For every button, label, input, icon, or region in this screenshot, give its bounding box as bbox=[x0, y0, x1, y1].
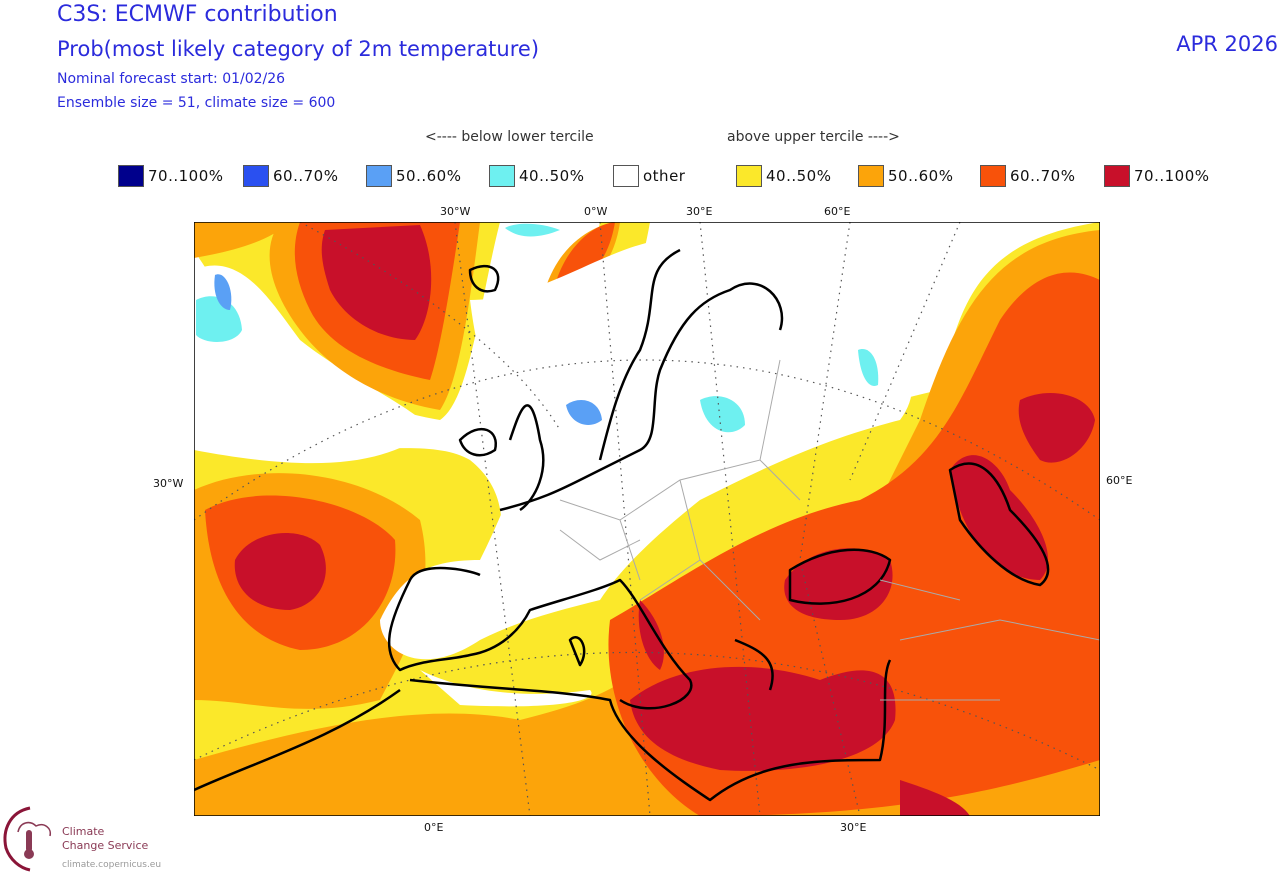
legend-swatch bbox=[980, 165, 1006, 187]
thermometer-cloud-icon bbox=[3, 806, 52, 872]
axis-label-top: 60°E bbox=[824, 205, 851, 218]
legend-item: 70..100% bbox=[118, 165, 224, 187]
legend-item: 60..70% bbox=[243, 165, 338, 187]
axis-label-top: 30°W bbox=[440, 205, 471, 218]
legend-label: 40..50% bbox=[766, 167, 832, 185]
legend-item: 50..60% bbox=[858, 165, 953, 187]
above-tercile-caption: above upper tercile ----> bbox=[727, 129, 900, 145]
legend-label: other bbox=[643, 167, 686, 185]
legend-label: 70..100% bbox=[1134, 167, 1210, 185]
legend-swatch bbox=[489, 165, 515, 187]
legend-label: 40..50% bbox=[519, 167, 585, 185]
legend-swatch bbox=[1104, 165, 1130, 187]
copernicus-logo: Climate Change Service climate.copernicu… bbox=[0, 800, 200, 872]
axis-label-top: 0°W bbox=[584, 205, 608, 218]
legend-swatch bbox=[243, 165, 269, 187]
forecast-start: Nominal forecast start: 01/02/26 bbox=[57, 71, 286, 87]
legend-label: 50..60% bbox=[888, 167, 954, 185]
legend-item: 60..70% bbox=[980, 165, 1075, 187]
axis-label-right: 60°E bbox=[1106, 474, 1133, 487]
legend-swatch bbox=[736, 165, 762, 187]
legend-item: other bbox=[613, 165, 685, 187]
coastline-europe bbox=[194, 566, 892, 802]
legend-item: 50..60% bbox=[366, 165, 461, 187]
legend-swatch bbox=[613, 165, 639, 187]
valid-month: APR 2026 bbox=[1176, 32, 1278, 56]
legend-swatch bbox=[118, 165, 144, 187]
legend-item: 40..50% bbox=[489, 165, 584, 187]
axis-label-bottom: 0°E bbox=[424, 821, 444, 834]
chart-subtitle: Prob(most likely category of 2m temperat… bbox=[57, 37, 540, 61]
legend-label: 60..70% bbox=[1010, 167, 1076, 185]
chart-title: C3S: ECMWF contribution bbox=[57, 2, 338, 27]
legend-swatch bbox=[858, 165, 884, 187]
axis-label-bottom: 30°E bbox=[840, 821, 867, 834]
legend-label: 70..100% bbox=[148, 167, 224, 185]
axis-label-left: 30°W bbox=[153, 477, 184, 490]
ensemble-info: Ensemble size = 51, climate size = 600 bbox=[57, 95, 336, 111]
axis-label-top: 30°E bbox=[686, 205, 713, 218]
legend-item: 40..50% bbox=[736, 165, 831, 187]
below-tercile-caption: <---- below lower tercile bbox=[425, 129, 594, 145]
legend-item: 70..100% bbox=[1104, 165, 1210, 187]
legend-label: 50..60% bbox=[396, 167, 462, 185]
legend-label: 60..70% bbox=[273, 167, 339, 185]
region-dark-red bbox=[234, 533, 326, 610]
legend-swatch bbox=[366, 165, 392, 187]
